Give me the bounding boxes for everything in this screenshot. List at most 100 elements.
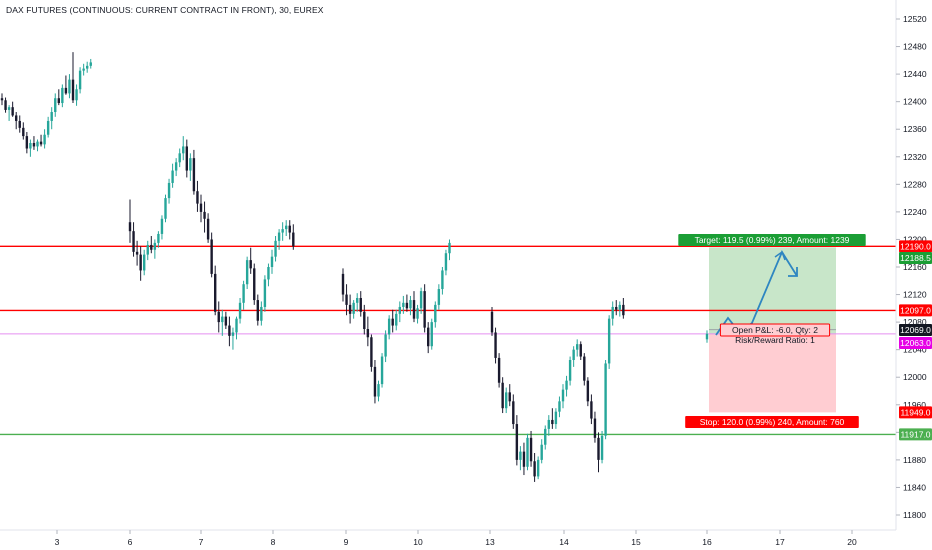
candle-body: [139, 254, 142, 271]
candle-body: [391, 318, 394, 326]
candle-body: [15, 115, 18, 121]
candle-body: [285, 225, 288, 230]
candle-body: [185, 146, 188, 171]
candle-body: [494, 332, 497, 358]
candle-body: [217, 311, 220, 323]
stop-label-box: [685, 416, 859, 428]
time-tick-label: 16: [702, 537, 712, 547]
candle-body: [547, 419, 550, 429]
candle-body: [281, 229, 284, 233]
symbol-title: DAX FUTURES (CONTINUOUS: CURRENT CONTRAC…: [6, 5, 324, 15]
rr-label: Risk/Reward Ratio: 1: [735, 335, 815, 345]
time-tick-label: 10: [413, 537, 423, 547]
price-tick-label: 12040: [903, 345, 927, 355]
candle-body: [600, 435, 604, 460]
candle-body: [622, 304, 625, 316]
time-tick-label: 15: [631, 537, 641, 547]
candle-body: [29, 143, 32, 149]
price-tag-resistance_1: 12190.0: [900, 241, 931, 251]
candle-body: [540, 444, 543, 460]
candle-body: [267, 267, 270, 280]
price-tick-label: 11840: [903, 482, 926, 492]
time-tick-label: 8: [271, 537, 276, 547]
candle-body: [11, 107, 14, 116]
profit-zone: [709, 247, 836, 334]
candle-body: [164, 198, 167, 219]
candle-body: [352, 302, 355, 314]
price-tick-label: 12440: [903, 69, 927, 79]
price-tags: 12190.0 12188.5 12097.0 12069.0 12063.0 11949…: [899, 240, 932, 441]
candle-body: [416, 308, 419, 319]
time-tick-label: 14: [559, 537, 569, 547]
price-tag-stop: 11949.0: [900, 407, 930, 417]
price-tag-last: 12069.0: [900, 325, 931, 335]
pnl-label: Open P&L: -6.0, Qty: 2: [732, 325, 818, 335]
candle-body: [398, 306, 401, 314]
candle-body: [64, 87, 68, 94]
candle-body: [263, 279, 267, 307]
candle-body: [274, 240, 277, 257]
candle-body: [0, 98, 4, 101]
price-tick-label: 12120: [903, 290, 927, 300]
candle-body: [50, 112, 53, 121]
candle-body: [387, 318, 391, 335]
price-axis: 12520 12480 12440 12400 12360 12320 12280 12240…: [896, 14, 927, 520]
candle-body: [146, 244, 149, 255]
price-tick-label: 12480: [903, 42, 927, 52]
candle-body: [579, 344, 582, 357]
candle-body: [402, 302, 405, 307]
candle-body: [444, 253, 448, 271]
candle-body: [75, 89, 78, 101]
candle-body: [380, 356, 384, 385]
price-tag-stop-box: [899, 406, 932, 419]
candle-body: [224, 316, 228, 326]
candle-body: [68, 79, 71, 94]
candle-body: [167, 182, 171, 199]
candle-body: [384, 334, 387, 357]
candle-body: [245, 260, 249, 285]
candle-body: [529, 437, 533, 462]
candle-body: [4, 100, 7, 110]
candle-body: [253, 268, 256, 301]
candle-body: [143, 254, 146, 271]
candle-body: [128, 222, 132, 232]
candle-body: [36, 141, 39, 147]
candle-body: [206, 218, 210, 240]
candle-body: [427, 327, 430, 347]
candle-body: [512, 401, 515, 425]
candle-body: [46, 120, 50, 135]
target-label: Target: 119.5 (0.99%) 239, Amount: 1239: [695, 235, 850, 245]
price-tag-resistance_2: 12097.0: [900, 305, 931, 315]
price-tick-label: 12240: [903, 207, 927, 217]
candle-body: [132, 231, 135, 252]
candle-body: [135, 251, 139, 255]
price-tag-entry-box: [899, 337, 932, 349]
candle-body: [150, 244, 153, 250]
candle-body: [249, 260, 252, 269]
pnl-label-box: [719, 323, 831, 337]
price-tag-resistance_1-box: [899, 240, 932, 253]
candle-body: [611, 306, 614, 319]
candle-body: [292, 232, 295, 247]
loss-zone: [709, 333, 836, 413]
candle-body: [370, 337, 373, 367]
candle-body: [43, 134, 46, 145]
candle-body: [604, 363, 607, 436]
price-tick-label: 12080: [903, 317, 927, 327]
candle-body: [196, 191, 199, 204]
price-tag-target: 12188.5: [900, 253, 931, 263]
candle-body: [221, 316, 224, 323]
arrow-head: [788, 267, 798, 277]
candle-body: [519, 451, 522, 460]
candle-body: [348, 304, 352, 314]
candle-body: [214, 273, 217, 312]
time-axis: 3 6 7 8 9 10 13 14 15 16 17 20: [55, 530, 857, 547]
candle-body: [189, 158, 192, 171]
candle-body: [405, 302, 409, 309]
time-tick-label: 9: [344, 537, 349, 547]
price-tick-label: 11880: [903, 455, 926, 465]
candle-body: [561, 389, 565, 402]
candle-body: [345, 294, 348, 305]
candle-body: [515, 424, 519, 460]
